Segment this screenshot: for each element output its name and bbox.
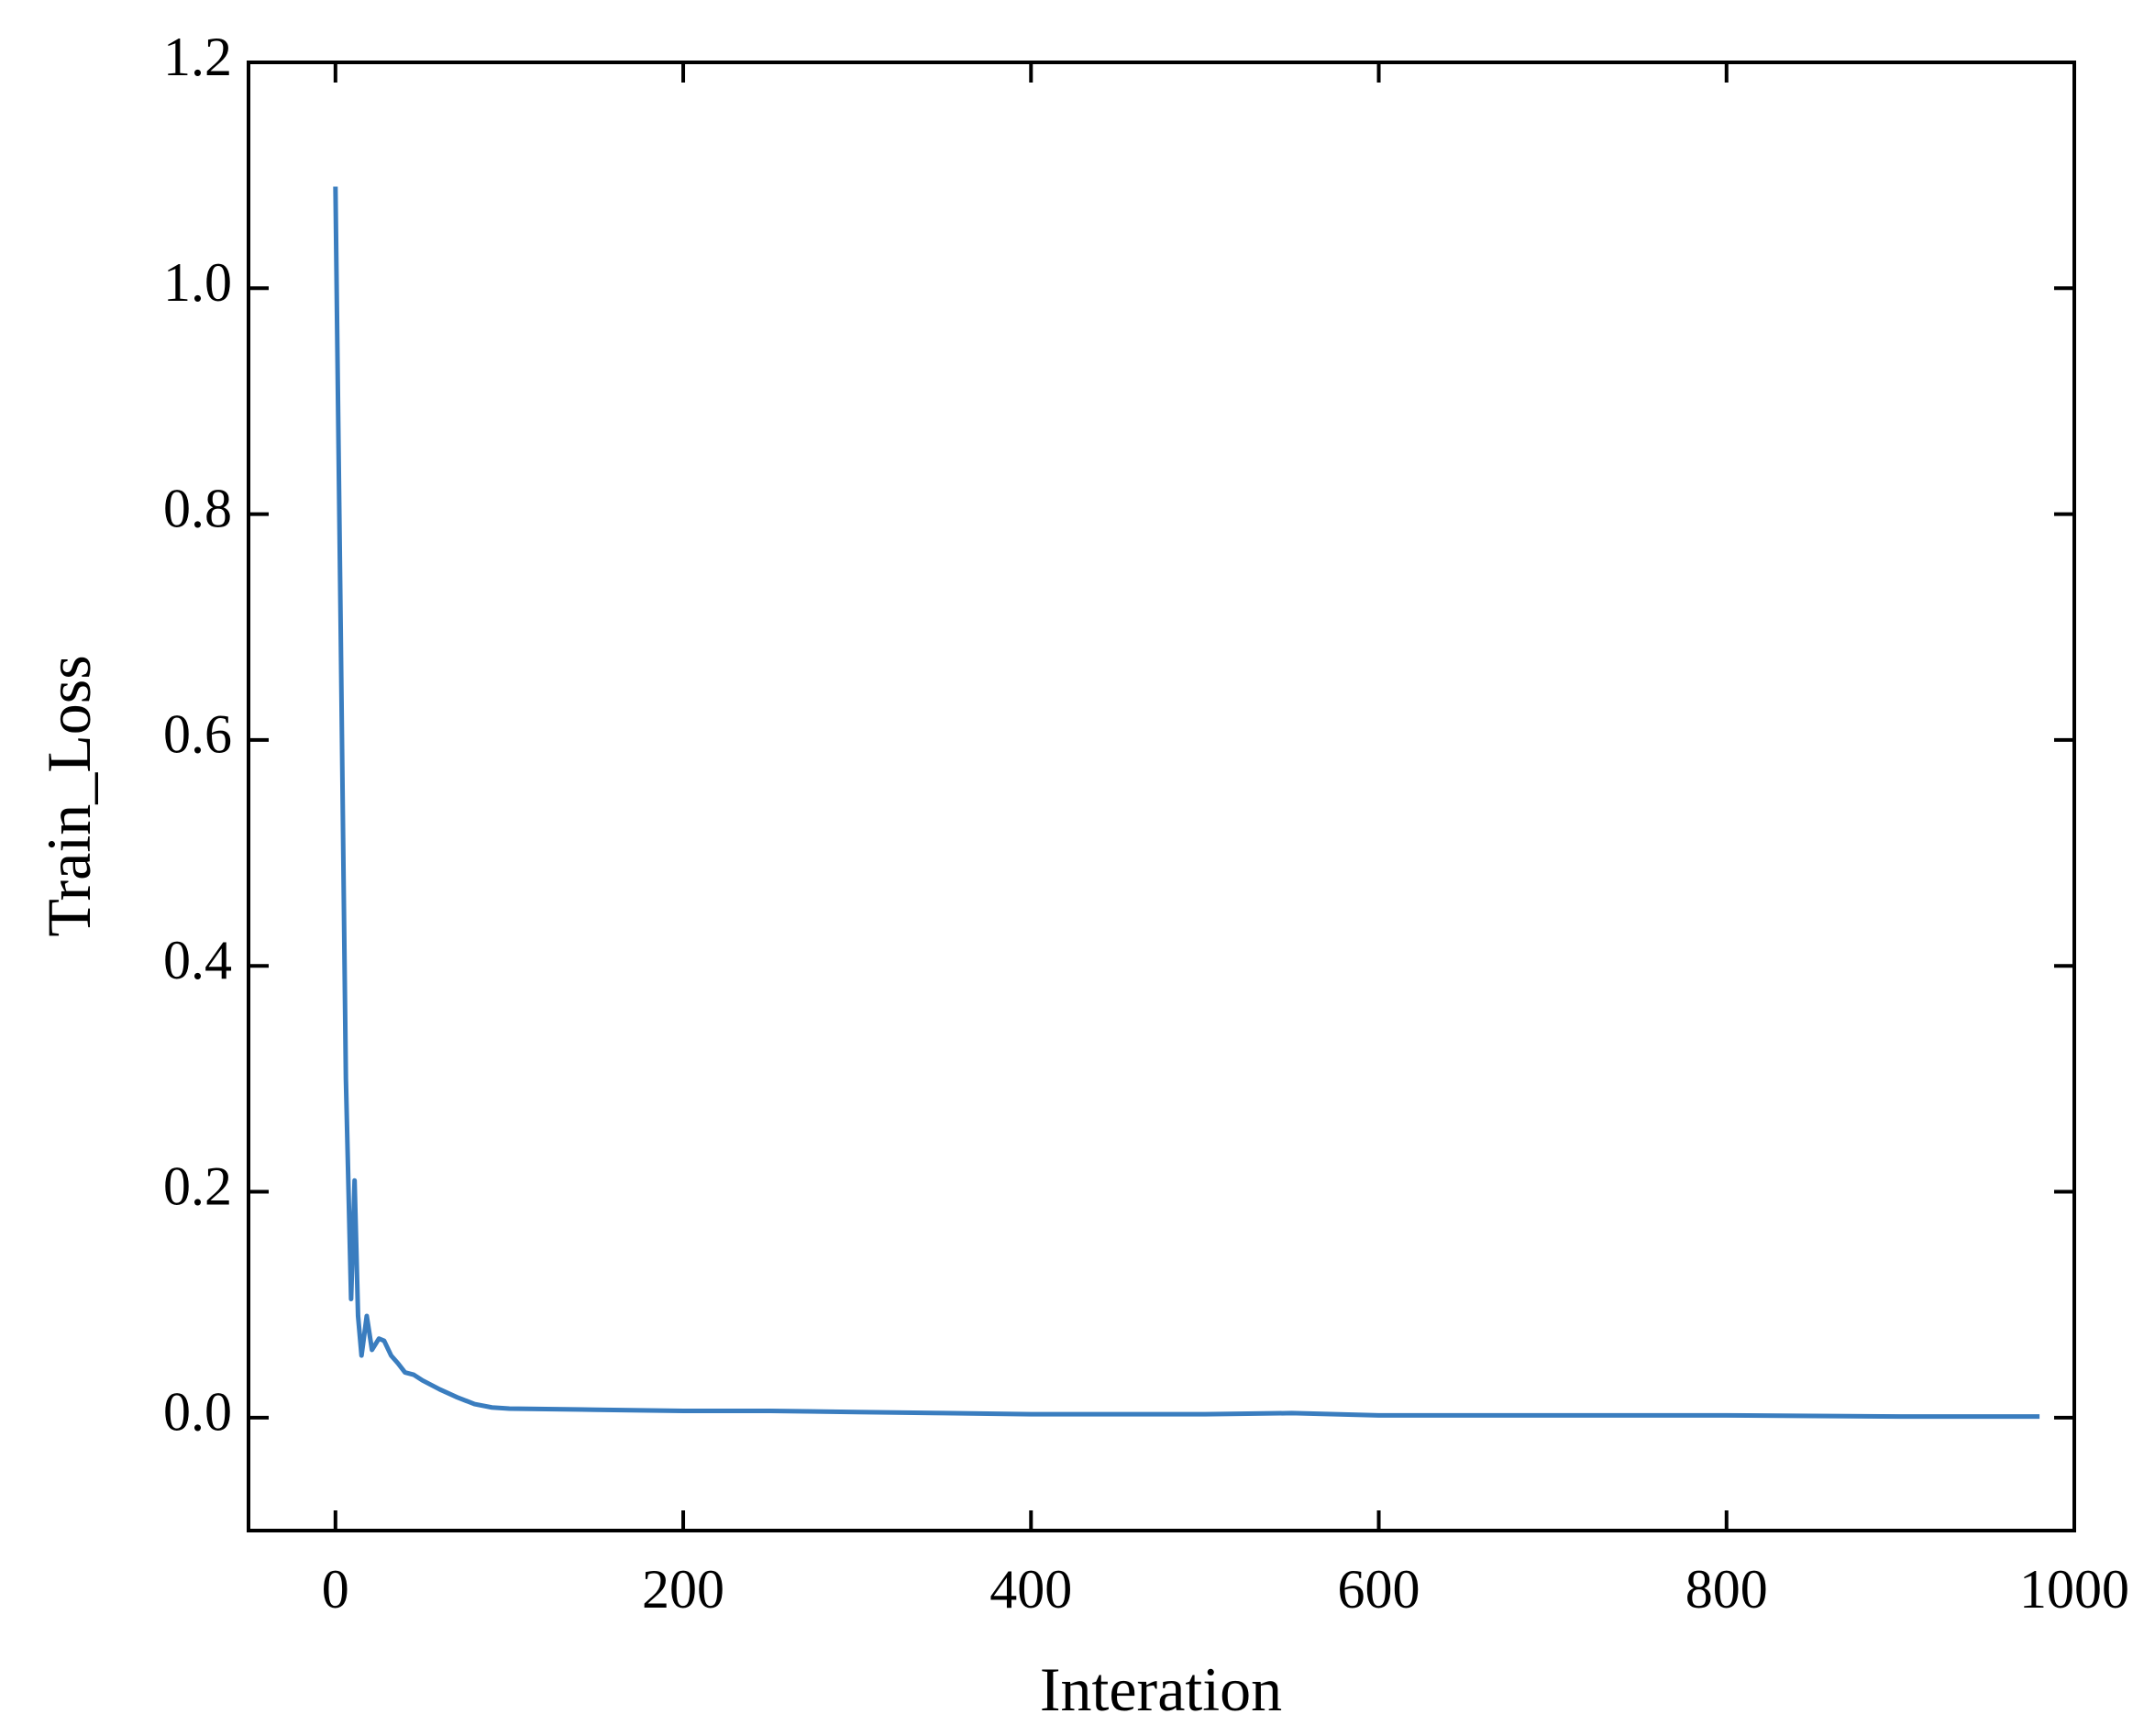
x-tick-label: 1000 bbox=[2019, 1559, 2129, 1620]
y-tick-label: 1.2 bbox=[163, 27, 232, 87]
loss-line bbox=[333, 186, 2040, 1420]
y-axis-title: Train_Loss bbox=[34, 655, 104, 936]
y-tick-label: 0.8 bbox=[163, 478, 232, 538]
x-tick-label: 800 bbox=[1685, 1559, 1768, 1620]
y-tick-label: 0.0 bbox=[163, 1382, 232, 1443]
x-tick-label: 600 bbox=[1338, 1559, 1420, 1620]
y-tick-label: 0.6 bbox=[163, 704, 232, 765]
x-axis-title: Interation bbox=[1040, 1654, 1282, 1724]
y-tick-label: 1.0 bbox=[163, 252, 232, 313]
x-tick-label: 200 bbox=[642, 1559, 724, 1620]
plot-frame bbox=[247, 61, 2076, 1532]
y-tick-label: 0.2 bbox=[163, 1155, 232, 1216]
y-tick-label: 0.4 bbox=[163, 930, 232, 990]
x-tick-label: 400 bbox=[989, 1559, 1072, 1620]
x-tick-label: 0 bbox=[322, 1559, 349, 1620]
